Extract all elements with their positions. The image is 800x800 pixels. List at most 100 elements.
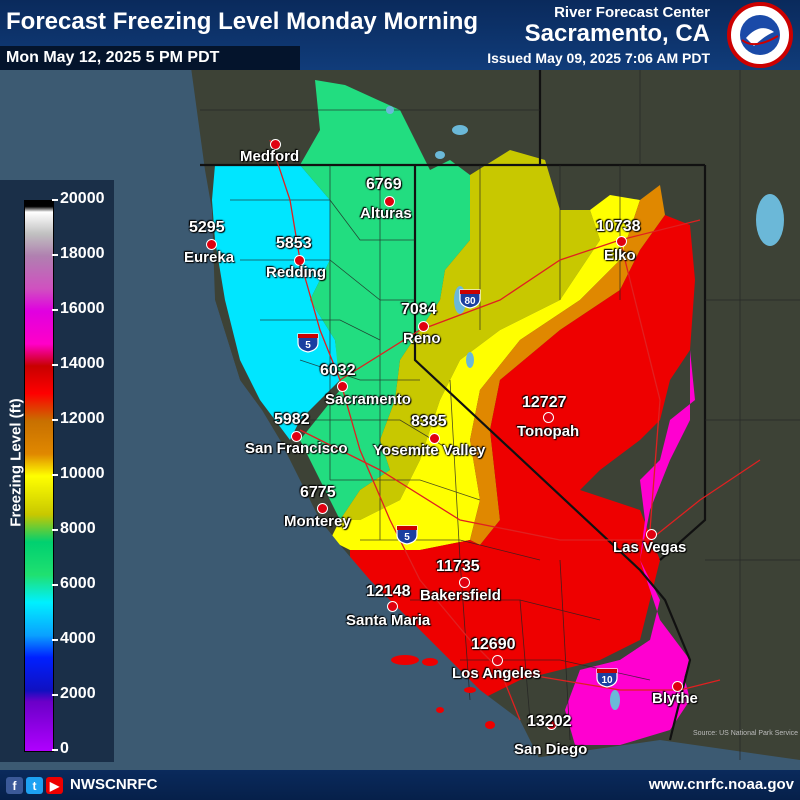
city-dot [546, 719, 557, 730]
map-title: Forecast Freezing Level Monday Morning [6, 8, 479, 35]
channel-islands [391, 655, 495, 729]
social-icons: f t ▶ [6, 777, 63, 794]
state-borders [200, 60, 707, 741]
legend-tick-mark [52, 199, 58, 201]
legend-tick-mark [52, 639, 58, 641]
city-dot [616, 236, 627, 247]
city-name: San Francisco [245, 440, 348, 457]
city-name: Sacramento [325, 391, 411, 408]
city-dot [429, 433, 440, 444]
city-freezing-level: 5853 [276, 235, 312, 252]
city-name: San Diego [514, 741, 588, 758]
nws-logo [727, 2, 793, 68]
city-freezing-level: 8385 [411, 413, 447, 430]
legend-tick-mark [52, 749, 58, 751]
city-freezing-level: 5982 [274, 411, 310, 428]
interstate-shield-icon: 5 [396, 525, 418, 545]
highways [269, 139, 761, 721]
city-dot [543, 412, 554, 423]
city-freezing-level: 12148 [366, 583, 411, 600]
city-dot [294, 255, 305, 266]
city-freezing-level: 11735 [436, 558, 480, 575]
valid-time: Mon May 12, 2025 5 PM PDT [6, 49, 220, 66]
header-bar: Forecast Freezing Level Monday Morning R… [0, 0, 800, 70]
city-freezing-level: 7084 [401, 301, 437, 318]
legend-tick-label: 18000 [60, 245, 105, 262]
interstate-number: 10 [601, 675, 613, 686]
freezing-level-shading [212, 80, 695, 745]
facebook-icon[interactable]: f [6, 777, 23, 794]
org-line-2: Sacramento, CA [524, 20, 710, 47]
city-dot [646, 529, 657, 540]
city-name: Redding [266, 264, 326, 281]
city-freezing-level: 6769 [366, 176, 402, 193]
city-name: Eureka [184, 249, 235, 266]
interstate-shield-icon: 10 [596, 668, 618, 688]
legend-tick-mark [52, 529, 58, 531]
legend-panel [0, 180, 114, 762]
legend-tick-label: 16000 [60, 300, 105, 317]
city-name: Santa Maria [346, 612, 431, 629]
legend-tick-mark [52, 474, 58, 476]
city-name: Bakersfield [420, 587, 501, 604]
legend-tick-mark [52, 694, 58, 696]
legend-title: Freezing Level (ft) [7, 398, 25, 527]
city-dot [672, 681, 683, 692]
legend-colorbar [24, 200, 54, 752]
legend-tick-mark [52, 419, 58, 421]
city-dot [387, 601, 398, 612]
city-name: Alturas [360, 205, 412, 222]
interstate-number: 5 [404, 532, 410, 543]
legend-tick-label: 8000 [60, 520, 96, 537]
legend-tick-label: 6000 [60, 575, 96, 592]
city-freezing-level: 10738 [596, 218, 641, 235]
city-dot [337, 381, 348, 392]
city-dot [492, 655, 503, 666]
city-name: Tonopah [517, 423, 580, 440]
legend-tick-label: 14000 [60, 355, 105, 372]
valid-time-bar: Mon May 12, 2025 5 PM PDT [0, 46, 300, 70]
interstate-number: 5 [305, 340, 311, 351]
city-freezing-level: 5295 [189, 219, 225, 236]
legend-tick-mark [52, 309, 58, 311]
legend-tick-label: 0 [60, 740, 69, 757]
legend-tick-mark [52, 254, 58, 256]
city-name: Yosemite Valley [373, 442, 486, 459]
legend-tick-label: 20000 [60, 190, 105, 207]
interstate-shield-icon: 5 [297, 333, 319, 353]
legend-tick-mark [52, 364, 58, 366]
youtube-icon[interactable]: ▶ [46, 777, 63, 794]
legend-tick-mark [52, 584, 58, 586]
city-dot [270, 139, 281, 150]
city-freezing-level: 12727 [522, 394, 567, 411]
city-dot [206, 239, 217, 250]
city-name: Reno [403, 330, 441, 347]
city-name: Las Vegas [613, 539, 687, 556]
city-dot [317, 503, 328, 514]
legend-tick-label: 4000 [60, 630, 96, 647]
source-credit: Source: US National Park Service [693, 730, 799, 737]
city-dot [418, 321, 429, 332]
city-freezing-level: 6032 [320, 362, 356, 379]
legend-tick-label: 12000 [60, 410, 105, 427]
city-name: Blythe [652, 690, 698, 707]
issued-time: Issued May 09, 2025 7:06 AM PDT [487, 50, 710, 66]
interstate-number: 80 [464, 296, 476, 307]
city-name: Elko [604, 247, 636, 264]
footer-bar: f t ▶ NWSCNRFC www.cnrfc.noaa.gov [0, 770, 800, 800]
coastline-ocean [0, 60, 540, 760]
social-handle[interactable]: NWSCNRFC [70, 776, 158, 793]
city-dot [291, 431, 302, 442]
city-dot [459, 577, 470, 588]
twitter-icon[interactable]: t [26, 777, 43, 794]
city-name: Medford [240, 148, 300, 165]
city-freezing-level: 12690 [471, 636, 516, 653]
interstate-shield-icon: 80 [459, 289, 481, 309]
city-dot [384, 196, 395, 207]
city-name: Los Angeles [452, 665, 541, 682]
legend-tick-label: 10000 [60, 465, 105, 482]
org-line-1: River Forecast Center [554, 4, 710, 21]
website-link[interactable]: www.cnrfc.noaa.gov [648, 776, 794, 793]
city-freezing-level: 6775 [300, 484, 336, 501]
